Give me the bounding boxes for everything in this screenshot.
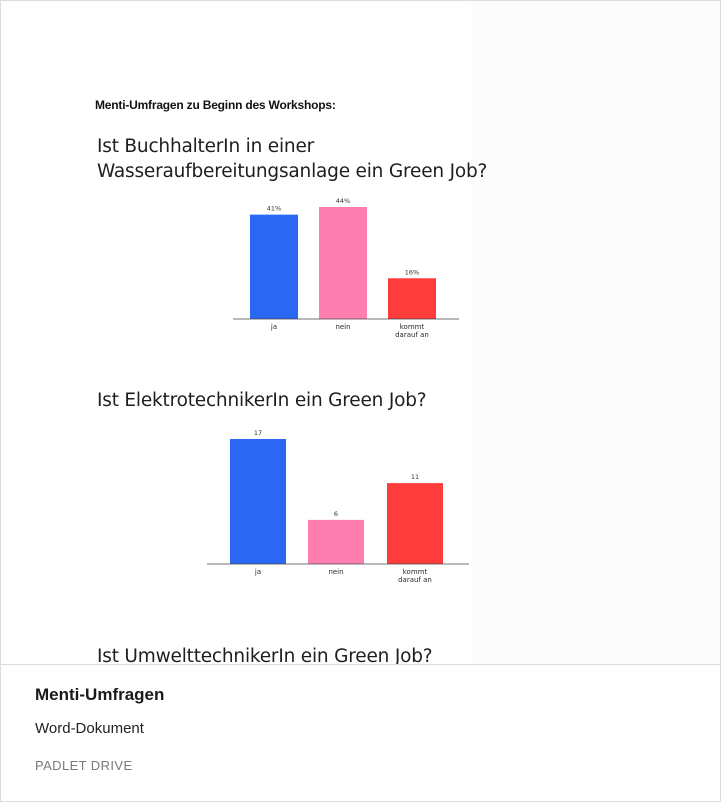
chart-2-tick-label-2: nein: [328, 568, 343, 576]
attachment-source: PADLET DRIVE: [35, 758, 133, 773]
chart-2-value-label-1: 17: [254, 429, 262, 437]
chart-2-value-label-2: 6: [334, 510, 338, 518]
chart-1-tick-label-3-line-2: darauf an: [395, 331, 429, 339]
question-1-line-2: Wasseraufbereitungsanlage ein Green Job?: [97, 161, 488, 182]
chart-2-tick-label-1: ja: [254, 568, 261, 576]
chart-1-bar-3: [388, 278, 436, 319]
question-3-title: Ist UmwelttechnikerIn ein Green Job?: [97, 644, 433, 664]
document-preview[interactable]: Menti-Umfragen zu Beginn des Workshops: …: [1, 1, 720, 664]
question-1-line-1: Ist BuchhalterIn in einer: [97, 136, 315, 157]
question-2-title: Ist ElektrotechnikerIn ein Green Job?: [97, 388, 427, 413]
chart-2-bar-2: [308, 519, 364, 564]
chart-2-value-label-3: 11: [411, 473, 419, 481]
chart-1-bar-2: [319, 207, 367, 319]
chart-1-value-label-3: 16%: [405, 268, 419, 276]
chart-1-tick-label-1: ja: [270, 323, 277, 331]
chart-1-tick-label-2: nein: [335, 323, 350, 331]
chart-1-value-label-1: 41%: [267, 205, 281, 213]
chart-2-bar-3: [387, 483, 443, 564]
chart-2-tick-label-3-line-2: darauf an: [398, 576, 432, 584]
chart-2-tick-label-3-line-1: kommt: [403, 568, 428, 576]
card-footer: Menti-Umfragen Word-Dokument PADLET DRIV…: [1, 664, 720, 801]
attachment-title[interactable]: Menti-Umfragen: [35, 685, 165, 704]
chart-2-bar-1: [230, 439, 286, 564]
question-1-title: Ist BuchhalterIn in einer Wasseraufberei…: [97, 134, 487, 184]
chart-1-bar-1: [250, 214, 298, 319]
page-shade: [471, 1, 720, 664]
question-3-line-1: Ist UmwelttechnikerIn ein Green Job?: [97, 646, 433, 664]
document-heading: Menti-Umfragen zu Beginn des Workshops:: [95, 98, 336, 112]
attachment-type: Word-Dokument: [35, 720, 144, 737]
chart-1-tick-label-3-line-1: kommt: [400, 323, 425, 331]
chart-1-value-label-2: 44%: [336, 197, 350, 205]
question-2-line-1: Ist ElektrotechnikerIn ein Green Job?: [97, 390, 427, 411]
